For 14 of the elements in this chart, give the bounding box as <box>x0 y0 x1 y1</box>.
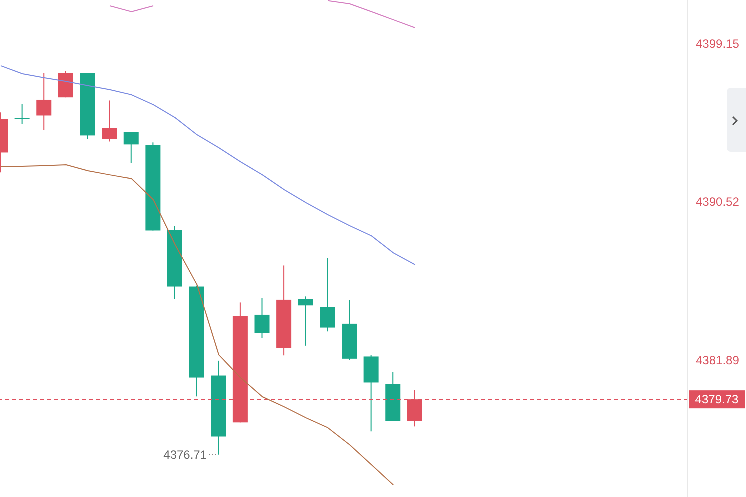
candlestick <box>36 72 52 131</box>
y-tick-label: 4381.89 <box>696 353 740 368</box>
y-tick-label: 4399.15 <box>696 37 740 52</box>
annotation: 4376.71 <box>164 448 208 462</box>
ref-line-label: 4379.73 <box>695 392 740 407</box>
line-series <box>0 164 394 486</box>
candlestick <box>124 132 139 164</box>
candlestick <box>102 100 118 142</box>
candlestick <box>14 104 30 125</box>
y-tick-label: 4390.52 <box>696 195 740 210</box>
candlestick <box>254 298 270 339</box>
candlestick <box>320 258 336 332</box>
line-series <box>0 65 416 266</box>
candlestick <box>298 296 314 346</box>
